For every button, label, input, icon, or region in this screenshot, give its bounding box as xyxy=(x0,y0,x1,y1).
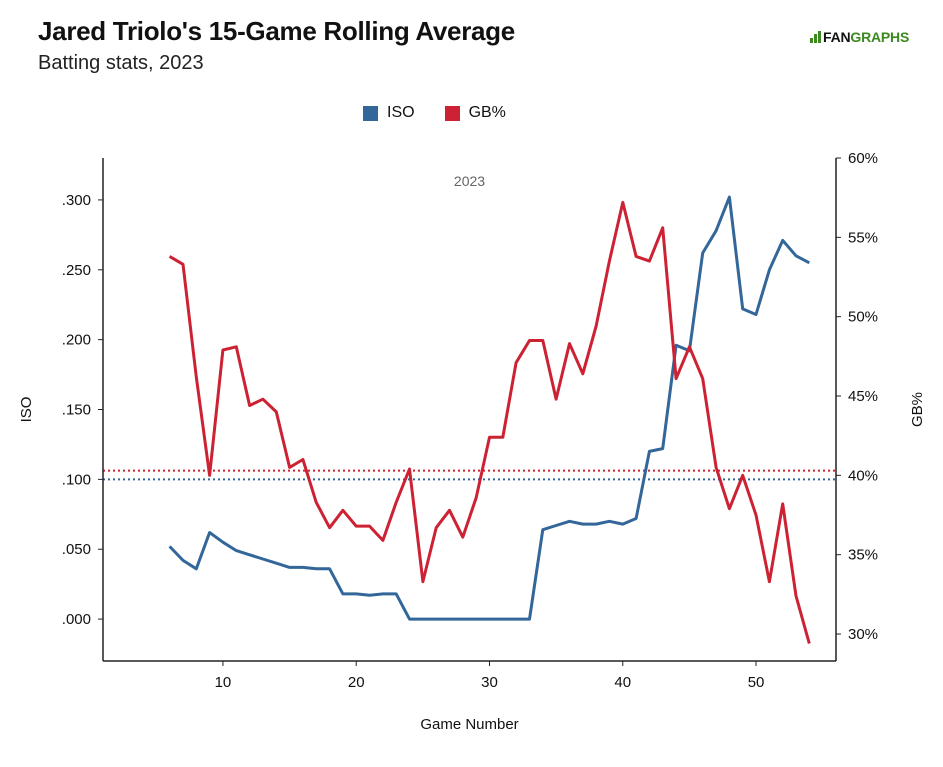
y-right-tick-label: 40% xyxy=(848,467,878,484)
y-left-tick-label: .200 xyxy=(62,332,91,349)
legend-item-gb: GB% xyxy=(444,104,506,122)
chart-subtitle: Batting stats, 2023 xyxy=(38,52,204,74)
logo-text-graphs: GRAPHS xyxy=(850,29,910,45)
chart-title: Jared Triolo's 15-Game Rolling Average xyxy=(38,16,515,46)
chart-legend: ISO GB% xyxy=(363,104,536,122)
x-tick-label: 20 xyxy=(348,674,365,691)
legend-label-gb: GB% xyxy=(468,104,506,121)
chart-axes xyxy=(98,157,841,666)
y-right-tick-label: 60% xyxy=(848,150,878,167)
y-left-tick-label: .000 xyxy=(62,611,91,628)
y-right-tick-label: 50% xyxy=(848,309,878,326)
y-right-tick-label: 55% xyxy=(848,229,878,246)
y-left-tick-label: .300 xyxy=(62,192,91,209)
x-tick-label: 30 xyxy=(481,674,498,691)
y-left-tick-label: .100 xyxy=(62,471,91,488)
y-axis-left-title: ISO xyxy=(18,397,35,423)
legend-swatch-iso xyxy=(363,105,378,121)
y-left-tick-label: .150 xyxy=(62,402,91,419)
x-tick-label: 10 xyxy=(215,674,232,691)
y-left-tick-label: .050 xyxy=(62,541,91,558)
legend-item-iso: ISO xyxy=(363,104,415,122)
logo-text-fan: FAN xyxy=(823,29,851,45)
reference-lines xyxy=(103,469,836,481)
legend-label-iso: ISO xyxy=(387,104,415,121)
x-tick-label: 40 xyxy=(614,674,631,691)
x-tick-label: 50 xyxy=(748,674,765,691)
iso-series-line xyxy=(168,195,810,621)
season-annotation: 2023 xyxy=(454,173,485,189)
x-axis-title: Game Number xyxy=(420,716,518,733)
y-right-tick-label: 35% xyxy=(848,547,878,564)
tick-labels: 10 20 30 40 50 .000 .050 .100 .150 .200 .250 .300 30… xyxy=(62,150,878,691)
y-left-tick-label: .250 xyxy=(62,262,91,279)
legend-swatch-gb xyxy=(444,105,460,121)
y-right-tick-label: 45% xyxy=(848,388,878,405)
y-axis-right-title: GB% xyxy=(909,392,926,427)
series-lines xyxy=(168,195,811,644)
gb-series-line xyxy=(168,200,811,644)
fangraphs-logo: FAN GRAPHS xyxy=(810,29,909,45)
y-right-tick-label: 30% xyxy=(848,626,878,643)
fangraphs-logo-icon xyxy=(810,31,821,43)
